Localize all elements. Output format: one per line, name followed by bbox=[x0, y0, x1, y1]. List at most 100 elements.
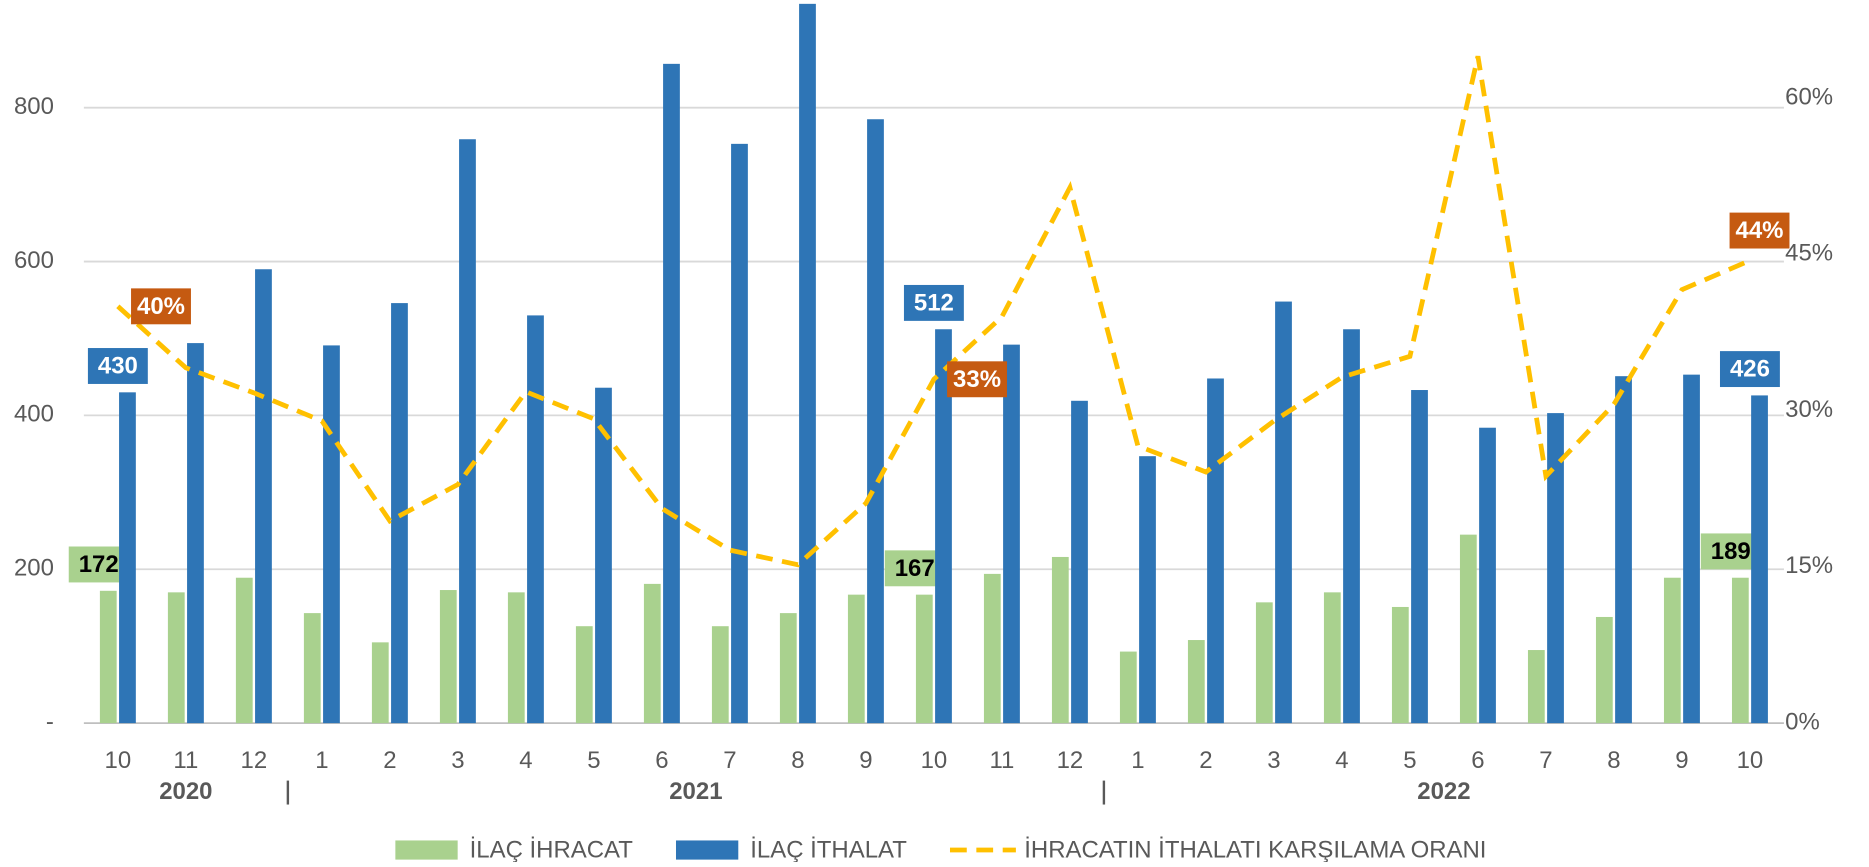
x-tick-label: 6 bbox=[1471, 747, 1484, 774]
bar bbox=[935, 329, 952, 724]
bar bbox=[1663, 577, 1681, 724]
bar bbox=[867, 119, 884, 724]
year-label: 2022 bbox=[1417, 778, 1470, 805]
y-tick-label: 600 bbox=[14, 247, 54, 274]
data-label: 512 bbox=[914, 289, 954, 316]
bar bbox=[439, 590, 457, 724]
x-tick-label: 11 bbox=[989, 747, 1014, 774]
data-label-box bbox=[947, 361, 1007, 398]
bar bbox=[119, 392, 136, 724]
bar bbox=[1479, 427, 1496, 724]
bar bbox=[235, 577, 253, 724]
bar bbox=[1343, 329, 1360, 724]
bar bbox=[847, 594, 865, 724]
bar bbox=[1207, 378, 1224, 724]
bar bbox=[1731, 577, 1749, 724]
x-tick-label: 6 bbox=[655, 747, 668, 774]
x-tick-label: 7 bbox=[1539, 747, 1552, 774]
data-label-box bbox=[1700, 533, 1761, 570]
bar bbox=[1071, 400, 1088, 724]
bar bbox=[167, 592, 185, 724]
bar bbox=[731, 143, 748, 724]
y2-tick-label: 15% bbox=[1785, 552, 1833, 579]
year-label: 2020 bbox=[159, 778, 212, 805]
bar bbox=[983, 573, 1001, 724]
x-tick-label: 2 bbox=[383, 747, 396, 774]
data-label: 430 bbox=[98, 353, 138, 380]
bar bbox=[643, 583, 661, 724]
bar bbox=[255, 269, 272, 724]
x-tick-label: 1 bbox=[315, 747, 328, 774]
data-label-box bbox=[68, 546, 129, 583]
data-label: 44% bbox=[1736, 217, 1784, 244]
bar bbox=[1187, 640, 1205, 724]
x-tick-label: 3 bbox=[451, 747, 464, 774]
x-tick-label: 4 bbox=[1335, 747, 1348, 774]
x-tick-label: 2 bbox=[1199, 747, 1212, 774]
data-label: 426 bbox=[1730, 356, 1770, 383]
x-tick-label: 1 bbox=[1131, 747, 1144, 774]
data-label-box bbox=[87, 348, 148, 384]
x-tick-label: 9 bbox=[859, 747, 872, 774]
bar bbox=[1527, 650, 1545, 724]
bar bbox=[1683, 374, 1700, 724]
bar bbox=[527, 315, 544, 724]
bar bbox=[507, 592, 525, 724]
x-tick-label: 3 bbox=[1267, 747, 1280, 774]
bar bbox=[1255, 602, 1273, 724]
line bbox=[116, 55, 1751, 568]
bar bbox=[1391, 606, 1409, 724]
x-tick-label: 12 bbox=[1057, 747, 1084, 774]
data-label-box bbox=[1729, 212, 1790, 249]
bar bbox=[99, 590, 117, 724]
data-label: 189 bbox=[1711, 538, 1751, 565]
bar bbox=[1051, 556, 1069, 724]
data-label: 33% bbox=[953, 366, 1001, 393]
data-label-box bbox=[1719, 351, 1780, 388]
bar bbox=[575, 626, 593, 724]
bar bbox=[459, 139, 476, 724]
y-tick-label: 400 bbox=[14, 401, 54, 428]
bar bbox=[323, 345, 340, 724]
bar bbox=[711, 626, 729, 724]
x-tick-label: 4 bbox=[519, 747, 532, 774]
data-label: 172 bbox=[79, 551, 119, 578]
year-label: 2021 bbox=[669, 778, 722, 805]
legend-swatch bbox=[395, 840, 458, 860]
bar bbox=[303, 613, 321, 724]
bar bbox=[595, 387, 612, 724]
data-label: 40% bbox=[137, 293, 185, 320]
bar bbox=[391, 303, 408, 724]
bar bbox=[1595, 616, 1613, 724]
x-tick-label: 5 bbox=[587, 747, 600, 774]
bar bbox=[1119, 651, 1137, 724]
y-tick-label: 800 bbox=[14, 93, 54, 120]
bar bbox=[915, 594, 933, 724]
data-label-box bbox=[131, 288, 191, 325]
legend-label: İLAÇ İTHALAT bbox=[750, 837, 907, 862]
bar bbox=[1751, 395, 1768, 724]
bar bbox=[799, 3, 816, 724]
data-label: 167 bbox=[895, 555, 935, 582]
y2-tick-label: 30% bbox=[1785, 396, 1833, 423]
x-tick-label: 9 bbox=[1675, 747, 1688, 774]
y-tick-label: - bbox=[46, 708, 54, 735]
y2-tick-label: 60% bbox=[1785, 83, 1833, 110]
bar bbox=[1139, 456, 1156, 724]
bar bbox=[371, 642, 389, 724]
bar bbox=[663, 63, 680, 724]
data-label-box bbox=[884, 550, 945, 587]
legend-label: İHRACATIN İTHALATI KARŞILAMA ORANI bbox=[1024, 837, 1486, 862]
x-tick-label: 10 bbox=[1737, 747, 1764, 774]
x-tick-label: 8 bbox=[1607, 747, 1620, 774]
x-tick-label: 10 bbox=[921, 747, 948, 774]
x-tick-label: 5 bbox=[1403, 747, 1416, 774]
bar bbox=[1547, 413, 1564, 724]
x-tick-label: 7 bbox=[723, 747, 736, 774]
y2-tick-label: 45% bbox=[1785, 240, 1833, 267]
legend-label: İLAÇ İHRACAT bbox=[470, 837, 634, 862]
x-tick-label: 10 bbox=[105, 747, 132, 774]
bar bbox=[1323, 592, 1341, 724]
x-tick-label: 12 bbox=[241, 747, 268, 774]
